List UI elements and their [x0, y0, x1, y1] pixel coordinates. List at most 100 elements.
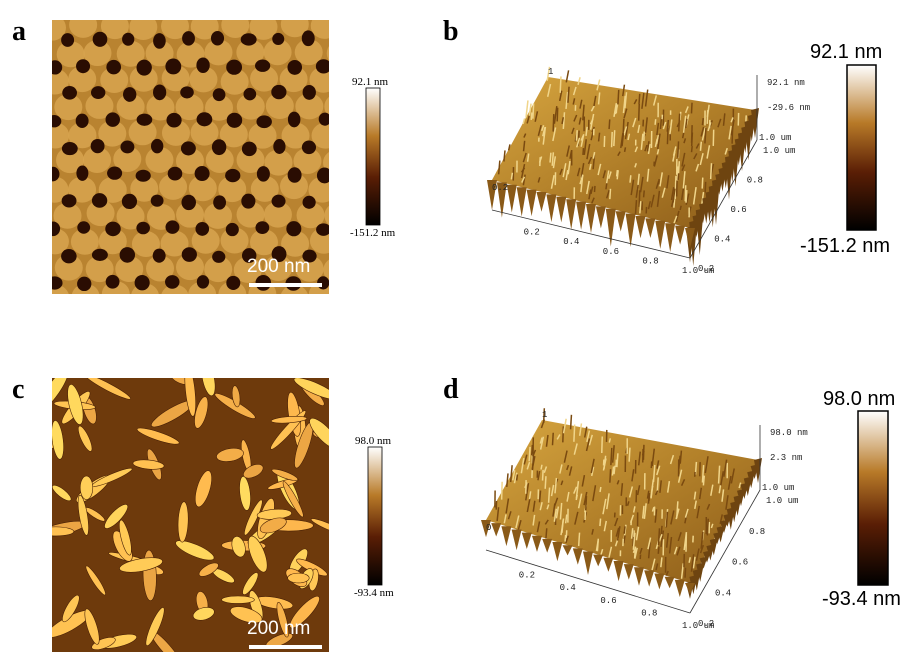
- pore: [91, 139, 105, 153]
- surface-peak: [517, 474, 518, 480]
- colorbar: [858, 411, 888, 585]
- pore: [271, 85, 286, 99]
- pore: [165, 59, 181, 75]
- pore: [61, 249, 77, 263]
- surface-edge: [593, 555, 603, 567]
- pore: [319, 113, 331, 126]
- y-tick-label: 0.4: [714, 235, 730, 245]
- pore: [197, 275, 209, 288]
- colorbar-min: -151.2 nm: [800, 235, 890, 257]
- surface-peak: [576, 130, 577, 141]
- surface-peak: [529, 447, 530, 461]
- pore: [135, 275, 150, 290]
- pore: [256, 115, 271, 128]
- surface-peak: [597, 539, 598, 552]
- surface-peak: [655, 119, 656, 125]
- pore: [149, 303, 165, 318]
- flake: [222, 596, 255, 603]
- x-tick-label: 0.4: [560, 583, 576, 593]
- pore: [106, 275, 120, 289]
- pore: [241, 33, 257, 45]
- scale-bar-label: 200 nm: [247, 618, 310, 639]
- pore: [182, 247, 197, 262]
- pore: [168, 167, 183, 181]
- pore: [136, 170, 151, 182]
- surface-edge: [675, 580, 685, 597]
- pore: [123, 87, 136, 102]
- z-label: 92.1 nm: [767, 78, 805, 88]
- pore: [212, 139, 226, 155]
- pore: [120, 247, 135, 263]
- pore: [181, 141, 196, 155]
- pore: [272, 33, 284, 45]
- surface-peak: [692, 125, 693, 143]
- x-tick-label: 0.4: [563, 237, 579, 247]
- surface-peak: [691, 103, 692, 114]
- panel-label: d: [443, 374, 459, 405]
- y-tick-label: 0.6: [731, 205, 747, 215]
- pore-rim: [38, 15, 66, 41]
- surface-peak: [579, 533, 580, 546]
- pore: [213, 302, 226, 316]
- surface-peak: [533, 103, 534, 118]
- scale-bar: [249, 283, 322, 287]
- afm-image-c: [35, 361, 346, 652]
- surface-edge: [655, 221, 665, 249]
- surface-peak: [639, 94, 640, 104]
- surface-edge: [596, 206, 606, 228]
- pore: [270, 304, 285, 316]
- pore: [197, 112, 213, 126]
- surface-edge: [675, 226, 685, 245]
- pore: [196, 57, 209, 73]
- pore: [62, 142, 78, 155]
- pore: [153, 85, 166, 101]
- pore: [137, 114, 153, 126]
- surface-peak: [630, 175, 631, 182]
- pore: [287, 60, 302, 75]
- pore: [120, 141, 134, 154]
- figure: 92.1 nm-29.6 nm1.0 um1.0 um0.80.60.40.20…: [0, 0, 921, 652]
- pore: [153, 249, 166, 263]
- pore: [166, 220, 180, 234]
- surface-peak: [600, 487, 601, 492]
- surface-peak: [614, 130, 615, 146]
- pore: [255, 60, 270, 72]
- surface-peak: [635, 200, 636, 215]
- surface-peak: [545, 476, 546, 489]
- surface-edge: [512, 529, 522, 550]
- surface-peak: [644, 190, 645, 197]
- pore: [195, 166, 210, 181]
- pore: [106, 112, 120, 127]
- pore: [225, 169, 240, 182]
- surface-edge: [586, 204, 596, 233]
- pore: [256, 275, 272, 291]
- surface-peak: [583, 148, 584, 155]
- pore: [302, 141, 316, 155]
- pore: [226, 276, 240, 290]
- pore: [105, 222, 120, 237]
- surface-peak: [659, 528, 660, 545]
- surface-edge: [517, 187, 527, 216]
- colorbar-max: 92.1 nm: [810, 41, 882, 63]
- surface-peak: [571, 415, 572, 430]
- surface-edge: [606, 209, 616, 247]
- surface-peak: [692, 146, 693, 152]
- surface-peak: [586, 496, 587, 510]
- pore: [316, 59, 331, 73]
- flake: [38, 527, 74, 536]
- surface-edge: [614, 561, 624, 581]
- y-tick-label: 0.4: [715, 588, 731, 598]
- pore: [286, 221, 301, 236]
- z-label: 1.0 um: [762, 483, 794, 493]
- flake: [288, 573, 310, 583]
- surface-edge: [501, 526, 511, 546]
- pore: [106, 60, 121, 75]
- surface-peak: [610, 189, 611, 199]
- surface-top: [486, 420, 758, 583]
- surface-peak: [540, 491, 541, 503]
- colorbar-min: -93.4 nm: [354, 587, 394, 599]
- panel-label: a: [12, 16, 26, 47]
- pore: [213, 88, 226, 101]
- surface-peak: [563, 426, 564, 442]
- surface-peak: [705, 128, 706, 143]
